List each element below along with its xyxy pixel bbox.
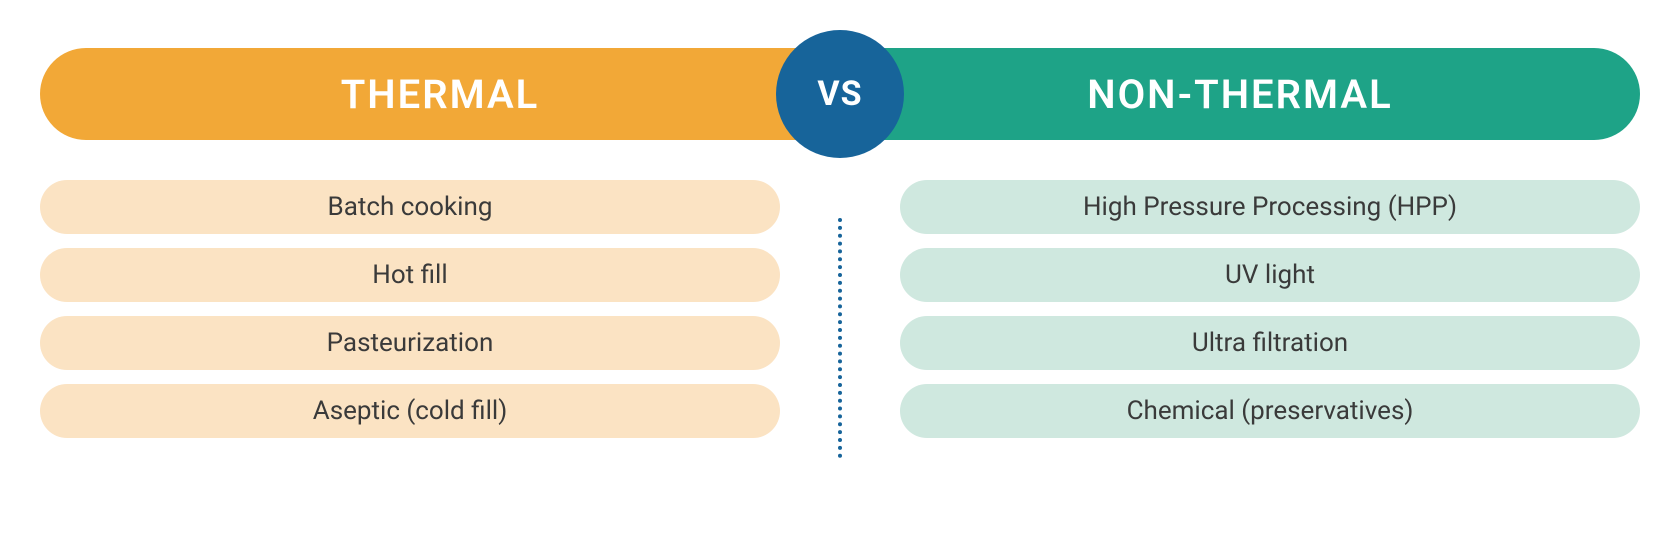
list-item: Aseptic (cold fill): [40, 384, 780, 438]
vs-badge: VS: [776, 30, 904, 158]
list-item: Pasteurization: [40, 316, 780, 370]
column-thermal: Batch cooking Hot fill Pasteurization As…: [40, 180, 780, 438]
header-row: THERMAL NON-THERMAL VS: [40, 48, 1640, 140]
center-divider: [838, 218, 842, 458]
header-non-thermal: NON-THERMAL: [840, 48, 1640, 140]
list-item: Batch cooking: [40, 180, 780, 234]
column-non-thermal: High Pressure Processing (HPP) UV light …: [900, 180, 1640, 438]
comparison-infographic: THERMAL NON-THERMAL VS Batch cooking Hot…: [40, 48, 1640, 438]
list-item: Chemical (preservatives): [900, 384, 1640, 438]
list-item: UV light: [900, 248, 1640, 302]
header-thermal: THERMAL: [40, 48, 840, 140]
list-item: Ultra filtration: [900, 316, 1640, 370]
list-item: Hot fill: [40, 248, 780, 302]
list-item: High Pressure Processing (HPP): [900, 180, 1640, 234]
